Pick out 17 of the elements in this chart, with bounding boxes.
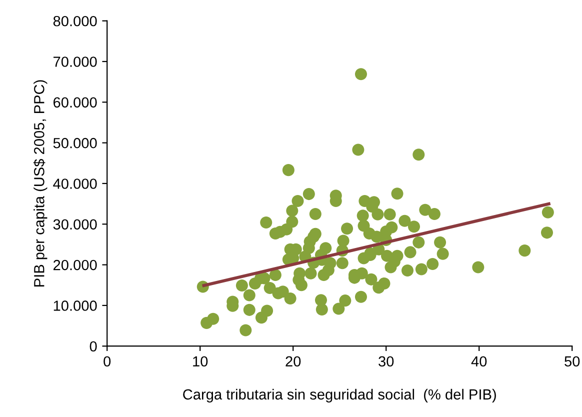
y-tick-label: 60.000 [54,97,97,108]
y-tick-label: 80.000 [53,16,97,26]
y-tick-label: 50.000 [53,138,97,148]
y-tick-label: 70.000 [54,56,97,67]
x-axis-title: Carga tributaria sin seguridad social (% del PIB) [183,388,496,402]
x-tick-label: 20 [286,356,301,367]
y-tick-label: 20.000 [54,260,97,270]
y-tick-label: 30.000 [53,219,97,230]
x-tick-label: 50 [564,356,580,367]
y-tick-label: 10.000 [54,300,97,311]
x-tick-label: 30 [378,356,394,367]
x-tick-label: 10 [193,356,208,367]
y-axis-title: PIB per capita (US$ 2005, PPC) [33,80,48,286]
x-tick-label: 0 [104,356,111,367]
y-tick-label: 0 [90,341,97,352]
x-tick-label: 40 [471,356,487,367]
y-tick-label: 40.000 [53,178,97,189]
